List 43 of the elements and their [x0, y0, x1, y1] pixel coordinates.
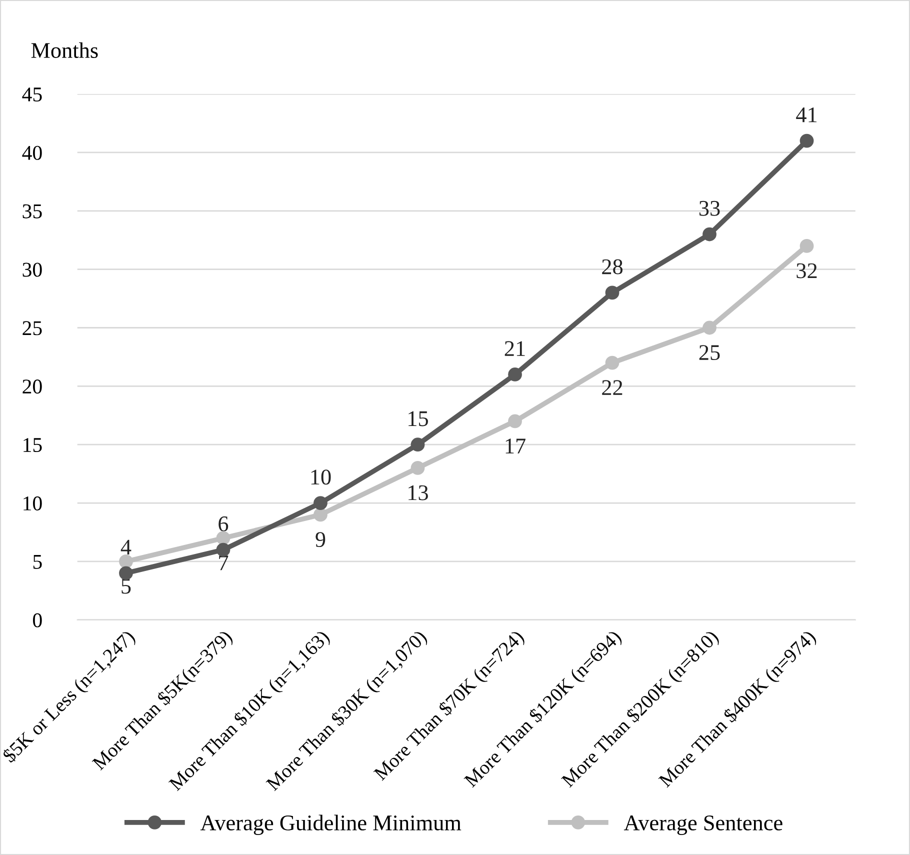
data-label: 9 — [316, 532, 326, 548]
data-label: 32 — [796, 263, 817, 278]
data-label: 17 — [506, 438, 526, 454]
point — [314, 508, 328, 522]
point — [800, 134, 814, 148]
data-label: 13 — [408, 485, 428, 500]
point — [702, 320, 716, 335]
y-axis-title: Months — [31, 42, 98, 58]
y-tick-label: 25 — [22, 321, 42, 336]
point — [314, 496, 328, 510]
point — [216, 531, 230, 546]
legend-label: Average Guideline Minimum — [200, 814, 462, 835]
y-tick-label: 35 — [22, 204, 42, 218]
data-label: 22 — [602, 380, 622, 395]
y-tick-label: 20 — [22, 380, 42, 394]
data-label: 6 — [218, 516, 228, 532]
point — [119, 566, 133, 580]
point — [119, 554, 133, 568]
y-tick-label: 5 — [33, 555, 42, 569]
data-label: 10 — [311, 470, 331, 485]
data-label: 21 — [504, 341, 525, 356]
y-tick-label: 30 — [22, 262, 42, 277]
data-label: 33 — [699, 200, 720, 216]
data-label: 15 — [408, 411, 428, 426]
point — [410, 461, 425, 475]
data-label: 28 — [602, 259, 623, 274]
y-tick-label: 45 — [22, 88, 42, 102]
data-label: 41 — [796, 108, 817, 122]
y-tick-label: 40 — [22, 146, 42, 160]
point — [508, 368, 522, 382]
data-label: 4 — [120, 540, 132, 555]
legend-label: Average Sentence — [624, 815, 782, 835]
point — [800, 239, 814, 253]
y-tick-label: 0 — [33, 613, 42, 628]
point — [216, 542, 230, 557]
point — [410, 438, 425, 452]
point — [605, 356, 620, 370]
point — [605, 286, 620, 300]
point — [702, 227, 716, 242]
point — [508, 414, 522, 428]
data-label: 25 — [699, 345, 720, 360]
y-tick-label: 15 — [24, 438, 42, 452]
y-tick-label: 10 — [24, 496, 42, 510]
